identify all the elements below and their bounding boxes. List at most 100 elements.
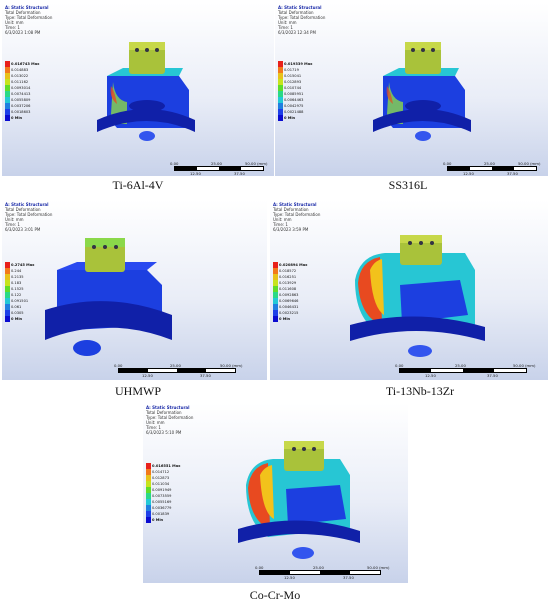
legend-entry: 0.0055169 xyxy=(146,499,180,505)
result-header: A: Static Structural Total Deformation T… xyxy=(5,202,52,232)
result-header: A: Static Structural Total Deformation T… xyxy=(5,5,52,35)
legend-value: 0.2745 Max xyxy=(11,263,35,267)
legend-entry: 0.018572 xyxy=(273,268,307,274)
legend-swatch xyxy=(278,109,283,115)
legend-swatch xyxy=(273,286,278,292)
scale-tick: 0.00 xyxy=(170,161,179,166)
legend-swatch xyxy=(278,97,283,103)
scale-bar-graphic xyxy=(399,368,527,373)
legend-entry: 0.01719 xyxy=(278,67,312,73)
legend-value: 0.012873 xyxy=(152,476,170,480)
result-header: A: Static Structural Total Deformation T… xyxy=(273,202,320,232)
legend-swatch xyxy=(273,268,278,274)
result-time: Time: 1 xyxy=(278,25,293,30)
scale-tick: 50.00 (mm) xyxy=(518,161,541,166)
legend-swatch xyxy=(5,91,10,97)
result-type: Type: Total Deformation xyxy=(5,15,53,20)
legend-entry: 0.0021488 xyxy=(278,109,312,115)
legend-entry: 0.0069646 xyxy=(273,298,307,304)
legend-value: 0.0021488 xyxy=(284,110,304,114)
scale-tick: 37.50 xyxy=(507,171,518,176)
legend-min: 0 Min xyxy=(278,115,312,121)
legend-swatch xyxy=(5,274,10,280)
scale-tick: 37.50 xyxy=(200,373,211,378)
legend-min: 0 Min xyxy=(5,115,39,121)
result-name: Total Deformation xyxy=(5,207,41,212)
legend-entry: 0.061 xyxy=(5,304,34,310)
deformation-model xyxy=(97,42,195,141)
legend-swatch xyxy=(5,292,10,298)
scale-bar: 0.00 25.00 50.00 (mm) 12.50 37.50 xyxy=(255,565,405,580)
legend-value: 0.013022 xyxy=(11,74,29,78)
legend-value: 0.2135 xyxy=(11,275,24,279)
legend-value: 0.0069646 xyxy=(279,299,299,303)
scale-tick: 12.50 xyxy=(463,171,474,176)
scale-tick: 50.00 (mm) xyxy=(513,363,536,368)
legend-swatch xyxy=(5,280,10,286)
result-date: 6/3/2023 1:08 PM xyxy=(5,30,41,35)
legend-max: 0.016743 Max xyxy=(5,61,39,67)
legend-swatch xyxy=(5,286,10,292)
legend-swatch xyxy=(5,73,10,79)
legend-min: 0 Min xyxy=(5,316,34,322)
legend-value: 0.014712 xyxy=(152,470,170,474)
legend-value: 0.011162 xyxy=(11,80,29,84)
scale-tick: 12.50 xyxy=(190,171,201,176)
legend-value: 0.0091949 xyxy=(152,488,172,492)
result-panel-ti13nb13zr: A: Static Structural Total Deformation T… xyxy=(270,200,548,380)
scale-tick: 12.50 xyxy=(425,373,436,378)
scale-bar-graphic xyxy=(174,166,264,171)
legend-value: 0.0046431 xyxy=(279,305,299,309)
legend-entry: 0.122 xyxy=(5,292,34,298)
legend-value: 0 Min xyxy=(279,317,291,321)
scale-bar: 0.00 25.00 50.00 (mm) 12.50 37.50 xyxy=(114,363,244,378)
legend-value: 0 Min xyxy=(11,116,23,120)
panel-caption: Ti-13Nb-13Zr xyxy=(385,384,455,398)
legend-swatch xyxy=(273,292,278,298)
result-header: A: Static Structural Total Deformation T… xyxy=(278,5,325,35)
legend-value: 0.0055809 xyxy=(11,98,31,102)
analysis-title: A: Static Structural xyxy=(5,5,49,10)
legend-swatch xyxy=(146,469,151,475)
legend-entry: 0.011608 xyxy=(273,286,307,292)
legend-entry: 0.1525 xyxy=(5,286,34,292)
legend-value: 0.0085951 xyxy=(284,92,304,96)
legend-max: 0.016551 Max xyxy=(146,463,180,469)
legend-entry: 0.0085951 xyxy=(278,91,312,97)
scale-tick: 0.00 xyxy=(255,565,264,570)
legend-swatch xyxy=(5,103,10,109)
panel-caption: SS316L xyxy=(388,178,428,192)
scale-tick: 37.50 xyxy=(343,575,354,580)
legend-swatch xyxy=(146,505,151,511)
legend-value: 0.011608 xyxy=(279,287,297,291)
legend-swatch xyxy=(278,61,283,67)
legend-swatch xyxy=(5,298,10,304)
result-date: 6/3/2023 3:59 PM xyxy=(273,227,309,232)
legend-swatch xyxy=(146,517,151,523)
legend-value: 0.0305 xyxy=(11,311,24,315)
scale-tick: 0.00 xyxy=(395,363,404,368)
result-name: Total Deformation xyxy=(273,207,309,212)
color-legend: 0.019339 Max 0.01719 0.015041 0.012893 0… xyxy=(278,61,312,121)
legend-entry: 0.012873 xyxy=(146,475,180,481)
legend-entry: 0.012893 xyxy=(278,79,312,85)
scale-tick: 25.00 xyxy=(484,161,495,166)
result-panel-ti6al4v: A: Static Structural Total Deformation T… xyxy=(2,3,274,176)
legend-value: 0.020894 Max xyxy=(279,263,308,267)
legend-swatch xyxy=(278,115,283,121)
result-time: Time: 1 xyxy=(5,222,20,227)
legend-entry: 0.0046431 xyxy=(273,304,307,310)
legend-swatch xyxy=(5,268,10,274)
legend-swatch xyxy=(146,481,151,487)
scale-tick: 0.00 xyxy=(443,161,452,166)
legend-swatch xyxy=(273,298,278,304)
legend-max: 0.019339 Max xyxy=(278,61,312,67)
result-time: Time: 1 xyxy=(146,425,161,430)
legend-value: 0.0092863 xyxy=(279,293,299,297)
legend-max: 0.2745 Max xyxy=(5,262,34,268)
legend-value: 0 Min xyxy=(284,116,296,120)
legend-entry: 0.015041 xyxy=(278,73,312,79)
analysis-title: A: Static Structural xyxy=(278,5,322,10)
legend-entry: 0.0042975 xyxy=(278,103,312,109)
legend-swatch xyxy=(146,463,151,469)
